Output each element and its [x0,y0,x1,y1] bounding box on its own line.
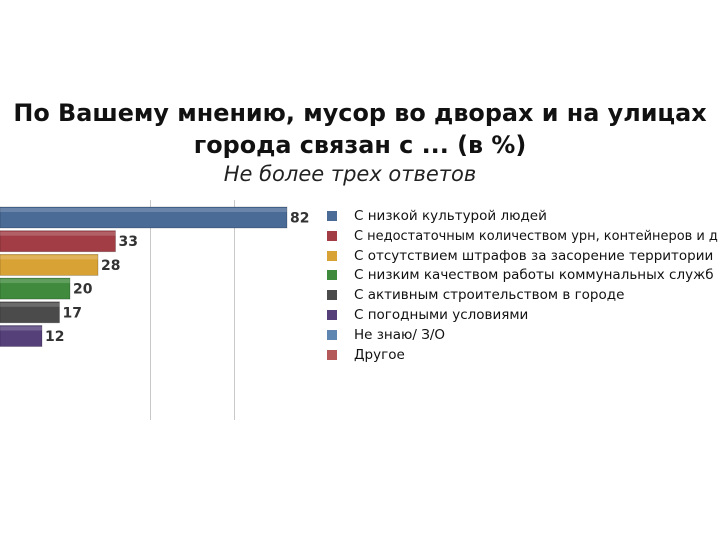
legend-item-2: С отсутствием штрафов за засорение терри… [327,246,713,266]
bar-1 [0,230,116,253]
chart-title-line1: По Вашему мнению, мусор во дворах и на у… [13,99,707,127]
legend-item-4: С активным строительством в городе [327,285,624,305]
bars [0,206,288,347]
chart-subtitle: Не более трех ответов [223,162,477,186]
bar-highlight-0 [0,208,287,212]
value-label-0: 82 [290,211,309,227]
legend-label-2: С отсутствием штрафов за засорение терри… [354,247,714,264]
legend-label-6: Не знаю/ З/О [354,326,446,343]
legend-label-1: С недостаточным количеством урн, контейн… [354,227,718,244]
legend-item-5: С погодными условиями [327,305,528,325]
bar-highlight-2 [0,255,98,260]
bar-highlight-4 [0,302,60,307]
legend-label-0: С низкой культурой людей [354,208,547,224]
bar-highlight-1 [0,231,116,236]
legend-swatch-4 [327,290,337,301]
legend-swatch-6 [327,329,337,340]
legend-item-3: С низким качеством работы коммунальных с… [327,265,714,285]
bar-0 [0,206,288,229]
bar-highlight-3 [0,279,70,284]
legend-label-3: С низким качеством работы коммунальных с… [354,267,714,284]
chart-title: По Вашему мнению, мусор во дворах и на у… [0,97,720,161]
bar-3 [0,277,71,300]
legend-swatch-2 [327,250,337,261]
legend-label-4: С активным строительством в городе [354,287,625,304]
value-label-3: 20 [73,282,93,298]
chart-title-line2: города связан с ... (в %) [193,131,527,159]
bar-5 [0,325,43,347]
legend-label-5: С погодными условиями [354,307,529,323]
legend-item-1: С недостаточным количеством урн, контейн… [327,226,720,246]
bar-4 [0,301,60,324]
legend-swatch-5 [327,310,337,320]
value-label-2: 28 [101,258,120,274]
bar-highlight-5 [0,326,42,331]
legend-item-7: Другое [327,345,405,365]
legend-item-6: Не знаю/ З/О [327,325,445,345]
legend-swatch-0 [327,211,337,221]
value-labels: 82 33 28 20 17 12 [44,209,311,346]
legend-swatch-3 [327,270,337,281]
value-label-1: 33 [119,234,138,250]
bar-2 [0,253,99,276]
legend-swatch-1 [327,230,337,241]
legend-swatch-7 [327,349,337,360]
grid-lines [150,200,235,420]
value-label-4: 17 [63,305,82,321]
legend-label-7: Другое [354,346,405,363]
legend-item-0: С низкой культурой людей [327,206,547,226]
value-label-5: 12 [45,329,64,345]
